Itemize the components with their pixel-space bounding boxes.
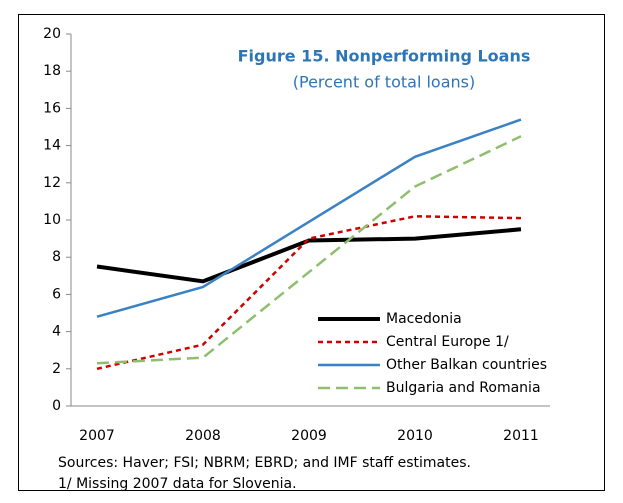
y-tick-label: 6 [52, 286, 61, 302]
series-line [96, 227, 522, 284]
x-tick-label: 2011 [503, 428, 539, 444]
y-tick-label: 18 [43, 63, 61, 79]
chart-title: Figure 15. Nonperforming Loans [238, 47, 531, 66]
legend-label: Other Balkan countries [386, 357, 547, 373]
series-line [96, 118, 522, 318]
y-tick-label: 16 [43, 100, 61, 116]
y-tick-label: 14 [43, 138, 61, 154]
y-tick-label: 2 [52, 361, 61, 377]
y-tick-label: 10 [43, 212, 61, 228]
legend-label: Bulgaria and Romania [386, 380, 541, 396]
note: 1/ Missing 2007 data for Slovenia. [58, 476, 297, 492]
y-tick-label: 0 [52, 398, 61, 414]
y-tick-label: 8 [52, 249, 61, 265]
chart-subtitle: (Percent of total loans) [293, 73, 475, 92]
y-tick-label: 4 [52, 324, 61, 340]
legend-label: Macedonia [386, 311, 462, 327]
y-tick-label: 12 [43, 175, 61, 191]
frame [18, 14, 605, 491]
series-line [96, 135, 522, 365]
legend-label: Central Europe 1/ [386, 334, 509, 350]
y-tick-label: 20 [43, 26, 61, 42]
x-tick-label: 2010 [397, 428, 433, 444]
series-line [96, 215, 522, 371]
x-tick-label: 2008 [185, 428, 221, 444]
x-tick-label: 2007 [79, 428, 115, 444]
note: Sources: Haver; FSI; NBRM; EBRD; and IMF… [58, 455, 471, 471]
x-tick-label: 2009 [291, 428, 327, 444]
